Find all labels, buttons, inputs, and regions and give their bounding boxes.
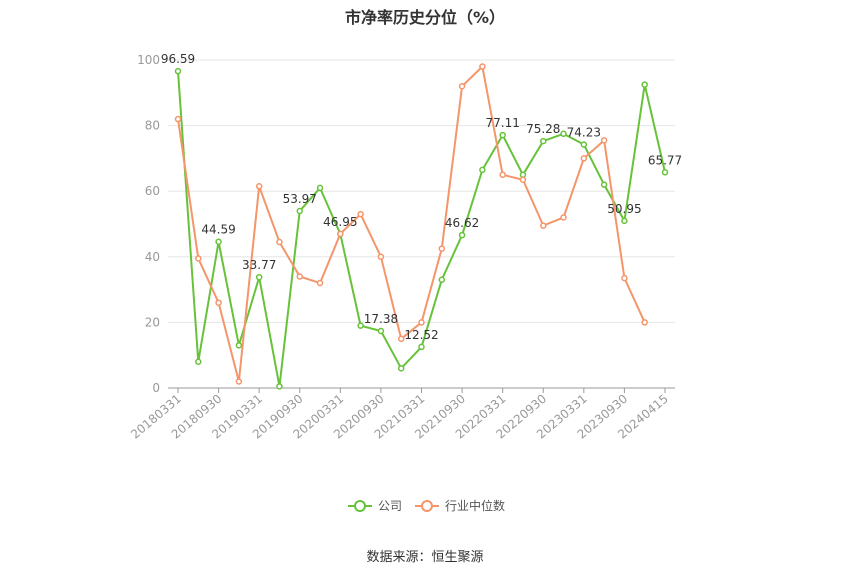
data-point (540, 137, 547, 145)
data-point (560, 130, 567, 138)
data-point (661, 169, 669, 176)
data-label: 65.77 (648, 153, 682, 167)
data-point (641, 81, 648, 88)
data-point (418, 343, 425, 351)
data-label: 96.59 (161, 52, 195, 66)
y-tick-label: 100 (137, 53, 160, 67)
data-point (519, 176, 527, 183)
data-point (377, 327, 385, 335)
data-point (316, 279, 324, 287)
data-point (357, 210, 364, 218)
data-point (479, 166, 486, 174)
data-label: 50.95 (607, 202, 641, 216)
data-point (377, 253, 385, 261)
data-point (397, 365, 405, 372)
data-point (195, 358, 202, 366)
data-point (499, 131, 506, 139)
x-axis: 2018033120180930201903312019093020200331… (128, 387, 675, 442)
y-tick-label: 60 (145, 184, 160, 198)
data-point (296, 207, 303, 215)
data-point (621, 217, 628, 225)
series-line-1 (177, 64, 646, 382)
data-point (499, 171, 506, 179)
data-label: 53.97 (283, 192, 317, 206)
data-point (255, 183, 263, 190)
data-label: 17.38 (364, 312, 398, 326)
grid-lines (168, 59, 675, 323)
data-point (276, 383, 283, 390)
data-point (580, 141, 588, 148)
data-source: 数据来源：恒生聚源 (366, 550, 484, 565)
data-point (600, 181, 608, 188)
data-point (438, 245, 446, 252)
data-point (235, 342, 243, 349)
data-point (580, 155, 588, 162)
data-point (296, 273, 303, 280)
y-tick-label: 80 (145, 119, 160, 133)
data-point (235, 378, 243, 385)
data-label: 46.95 (323, 215, 357, 229)
data-point (418, 319, 425, 326)
data-point (255, 273, 263, 281)
y-tick-label: 0 (152, 381, 160, 395)
legend-marker (421, 500, 433, 512)
data-point (641, 319, 648, 326)
data-point (276, 238, 283, 246)
data-point (621, 274, 628, 282)
data-label: 74.23 (567, 126, 601, 140)
y-tick-label: 20 (145, 315, 160, 329)
legend-label: 公司 (378, 499, 402, 513)
data-point (174, 115, 182, 123)
data-point (438, 276, 446, 284)
data-point (316, 184, 324, 192)
legend: 公司 行业中位数 (348, 498, 505, 513)
data-point (560, 214, 567, 221)
y-tick-label: 40 (145, 250, 160, 264)
data-point (600, 137, 608, 144)
data-point (458, 231, 466, 239)
chart-title: 市净率历史分位（%） (344, 8, 506, 27)
data-point (357, 322, 364, 329)
data-label: 75.28 (526, 122, 560, 136)
legend-marker (354, 500, 366, 512)
data-point (479, 63, 486, 70)
y-axis: 0 20 40 60 80 100 (137, 53, 160, 395)
legend-label: 行业中位数 (445, 498, 505, 513)
data-point (540, 222, 547, 229)
data-labels: 96.59 44.59 33.77 53.97 46.95 17.38 12.52 46.62… (161, 52, 682, 342)
data-point (337, 230, 344, 238)
data-point (397, 335, 405, 343)
data-point (458, 82, 466, 90)
data-point (195, 255, 202, 262)
series-points (174, 63, 669, 390)
data-point (215, 238, 222, 245)
data-label: 46.62 (445, 216, 479, 230)
data-label: 12.52 (404, 328, 438, 342)
data-label: 77.11 (485, 116, 519, 130)
data-label: 44.59 (201, 223, 235, 237)
data-point (174, 67, 182, 75)
data-label: 33.77 (242, 258, 276, 272)
data-point (215, 299, 222, 306)
